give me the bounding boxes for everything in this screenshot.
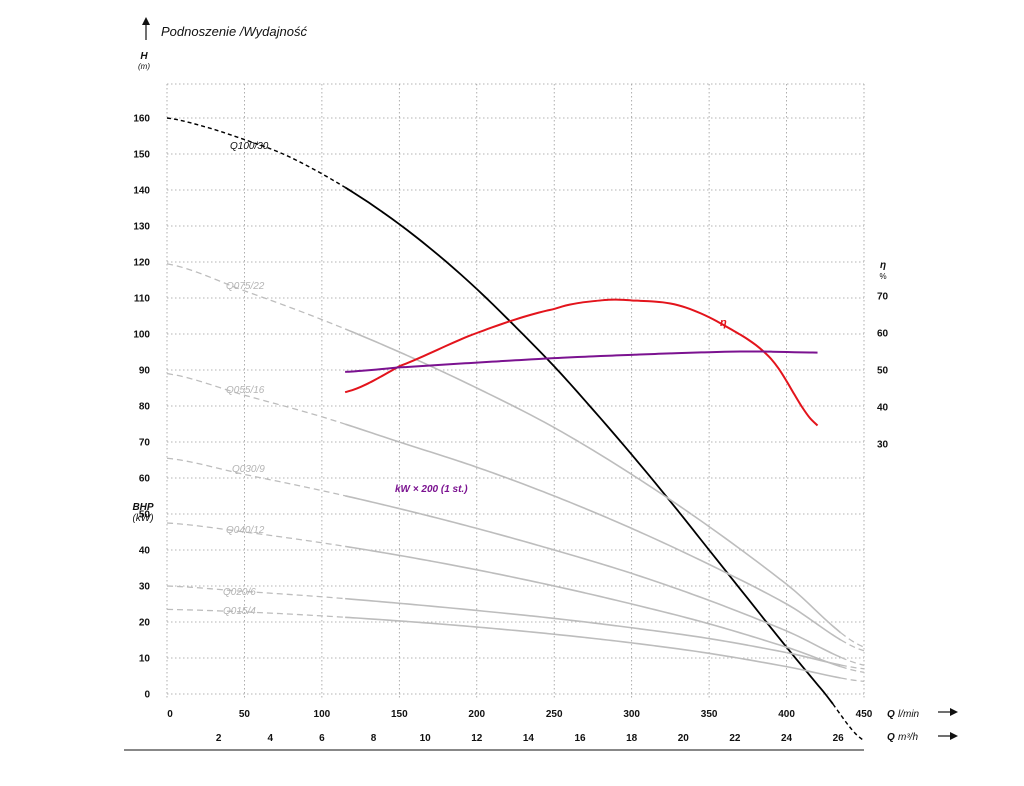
x-axis-arrow-icon	[938, 708, 958, 716]
series-kw-200-1-st-line	[345, 350, 818, 373]
x-tick-label: 350	[701, 709, 718, 720]
series-q040-12-line	[344, 545, 842, 668]
x-tick-label: 300	[623, 709, 640, 720]
x-tick-label: 100	[314, 709, 331, 720]
series-q015-4-line	[345, 616, 841, 679]
x-secondary-tick-label: 16	[574, 733, 586, 744]
y-tick-label: 150	[133, 150, 150, 161]
series-q055-16-dashed-end	[840, 639, 865, 652]
series-q020-6-dashed-start	[166, 585, 346, 600]
efficiency-tick-label: 70	[877, 292, 889, 303]
svg-text:Q: Q	[887, 709, 895, 720]
x-tick-label: 400	[778, 709, 795, 720]
x-axis-label: Q l/min	[887, 709, 920, 720]
x-secondary-tick-label: 18	[626, 733, 638, 744]
x-tick-label: 250	[546, 709, 563, 720]
x-tick-label: 450	[856, 709, 873, 720]
y-tick-label: 50	[139, 510, 151, 521]
series-q015-4-dashed-start	[166, 608, 346, 618]
chart-curves	[166, 117, 865, 742]
series-label-kw-200-1-st: kW × 200 (1 st.)	[395, 484, 468, 495]
series-q015-4-dashed-end	[840, 677, 865, 683]
y-tick-label: 100	[133, 330, 150, 341]
series-q030-9-line	[344, 495, 842, 659]
x-tick-label: 200	[468, 709, 485, 720]
series-q075-22-dashed-end	[840, 632, 865, 648]
y-tick-label: 80	[139, 402, 151, 413]
series-q100-30-dashed-start	[166, 117, 346, 189]
y-tick-label: 60	[139, 474, 151, 485]
x-secondary-tick-label: 10	[420, 733, 432, 744]
y-tick-label: 70	[139, 438, 151, 449]
series-q100-30-line	[344, 186, 834, 705]
x-tick-label: 150	[391, 709, 408, 720]
series-label-q040-12: Q040/12	[226, 525, 265, 536]
x-secondary-tick-label: 22	[729, 733, 741, 744]
y-tick-label: 160	[133, 114, 150, 125]
x-tick-label: 0	[167, 709, 173, 720]
power-axis-label: BHP	[132, 502, 153, 513]
x-secondary-tick-label: 2	[216, 733, 222, 744]
y-tick-label: 40	[139, 546, 151, 557]
series-q020-6-line	[345, 597, 841, 666]
series-q075-22-dashed-start	[166, 263, 346, 330]
x-secondary-tick-label: 6	[319, 733, 325, 744]
efficiency-tick-label: 30	[877, 440, 889, 451]
x-secondary-tick-label: 8	[371, 733, 377, 744]
y-tick-label: 90	[139, 366, 151, 377]
efficiency-tick-label: 60	[877, 329, 889, 340]
series--line	[344, 298, 819, 427]
efficiency-tick-label: 40	[877, 403, 889, 414]
series-q055-16-dashed-start	[166, 372, 346, 425]
series-label-q055-16: Q055/16	[226, 385, 265, 396]
y-tick-label: 110	[134, 294, 151, 305]
y-tick-label: 10	[139, 654, 151, 665]
power-axis-unit: (kW)	[132, 513, 153, 524]
series-label-q020-6: Q020/6	[223, 587, 256, 598]
x-tick-label: 50	[239, 709, 251, 720]
series-label-q075-22: Q075/22	[226, 281, 265, 292]
series-label-q100-30: Q100/30	[230, 141, 269, 152]
y-axis-arrow-icon	[142, 17, 150, 40]
x-secondary-tick-label: 26	[833, 733, 845, 744]
chart-grid	[166, 83, 865, 698]
efficiency-tick-label: 50	[877, 366, 889, 377]
y-tick-label: 0	[144, 690, 150, 701]
chart-labels: 0102030405060708090100110120130140150160…	[133, 114, 888, 745]
y-tick-label: 140	[133, 186, 150, 197]
y-axis-unit: (m)	[138, 62, 150, 71]
chart-title: Podnoszenie /Wydajność	[161, 24, 307, 39]
series-q020-6-dashed-end	[840, 664, 865, 670]
x-secondary-tick-label: 4	[267, 733, 273, 744]
series-q040-12-dashed-end	[840, 666, 865, 674]
series-q030-9-dashed-end	[840, 656, 865, 666]
x-secondary-tick-label: 20	[678, 733, 690, 744]
x-axis-secondary-label: Q m³/h	[887, 732, 918, 743]
svg-text:Q: Q	[887, 732, 895, 743]
x-secondary-tick-label: 14	[523, 733, 535, 744]
series-q055-16-line	[344, 423, 842, 641]
series-label-q015-4: Q015/4	[223, 606, 256, 617]
y-tick-label: 30	[139, 582, 151, 593]
series-q100-30-dashed-end	[832, 703, 865, 742]
svg-text:m³/h: m³/h	[898, 732, 918, 743]
series-label-q030-9: Q030/9	[232, 464, 265, 475]
y-tick-label: 120	[133, 258, 150, 269]
series-q030-9-dashed-start	[166, 457, 346, 497]
svg-text:l/min: l/min	[898, 709, 920, 720]
x-secondary-tick-label: 12	[471, 733, 483, 744]
y-tick-label: 130	[133, 222, 150, 233]
y-axis-label: H	[140, 51, 148, 62]
efficiency-axis-unit: %	[879, 272, 886, 281]
series-q040-12-dashed-start	[166, 522, 346, 548]
series-label-: η	[720, 317, 727, 329]
x-secondary-tick-label: 24	[781, 733, 793, 744]
series-q075-22-line	[344, 328, 842, 634]
y-tick-label: 20	[139, 618, 151, 629]
x-axis-secondary-arrow-icon	[938, 732, 958, 740]
efficiency-axis-label: η	[880, 260, 886, 271]
